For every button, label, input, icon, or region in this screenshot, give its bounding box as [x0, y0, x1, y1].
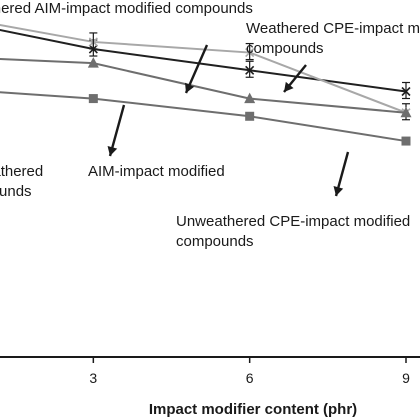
series-line-3 [0, 91, 407, 143]
data-point-3-3 [401, 136, 411, 146]
annotation-weathered-aim: Weathered AIM-impact modified compounds [0, 0, 253, 17]
series-line-0 [0, 28, 407, 93]
annotation-arrows [107, 44, 350, 197]
data-point-0-3 [401, 81, 411, 100]
arrow-aim-modified [107, 104, 126, 157]
data-point-0-2 [245, 60, 255, 78]
data-markers [87, 32, 412, 146]
arrow-unweathered-cpe [333, 151, 350, 197]
data-point-1-1 [88, 32, 98, 50]
x-tick-label: 6 [246, 370, 254, 386]
data-point-1-2 [245, 42, 255, 61]
annotations: Weathered AIM-impact modified compounds … [0, 0, 420, 250]
x-axis-title: Impact modifier content (phr) [149, 401, 357, 418]
data-point-3-1 [88, 94, 98, 104]
series-lines [0, 24, 407, 143]
annotation-unweathered-aim-right: AIM-impact modified [88, 163, 225, 180]
data-point-2-2 [244, 92, 256, 104]
series-line-2 [0, 57, 407, 114]
x-tick-label: 3 [89, 370, 97, 386]
data-point-2-3 [400, 106, 412, 118]
axes: 3 6 9 [0, 356, 420, 386]
data-point-2-1 [87, 57, 99, 68]
arrow-weathered-aim [184, 44, 209, 94]
series-line-1 [0, 24, 407, 114]
annotation-unweathered-aim-left: Unweatheredcompounds [0, 163, 43, 200]
annotation-unweathered-cpe: Unweathered CPE-impact modified compounds [176, 213, 410, 250]
data-point-3-2 [245, 111, 255, 121]
arrow-weathered-cpe [283, 64, 307, 93]
x-tick-label: 9 [402, 370, 410, 386]
